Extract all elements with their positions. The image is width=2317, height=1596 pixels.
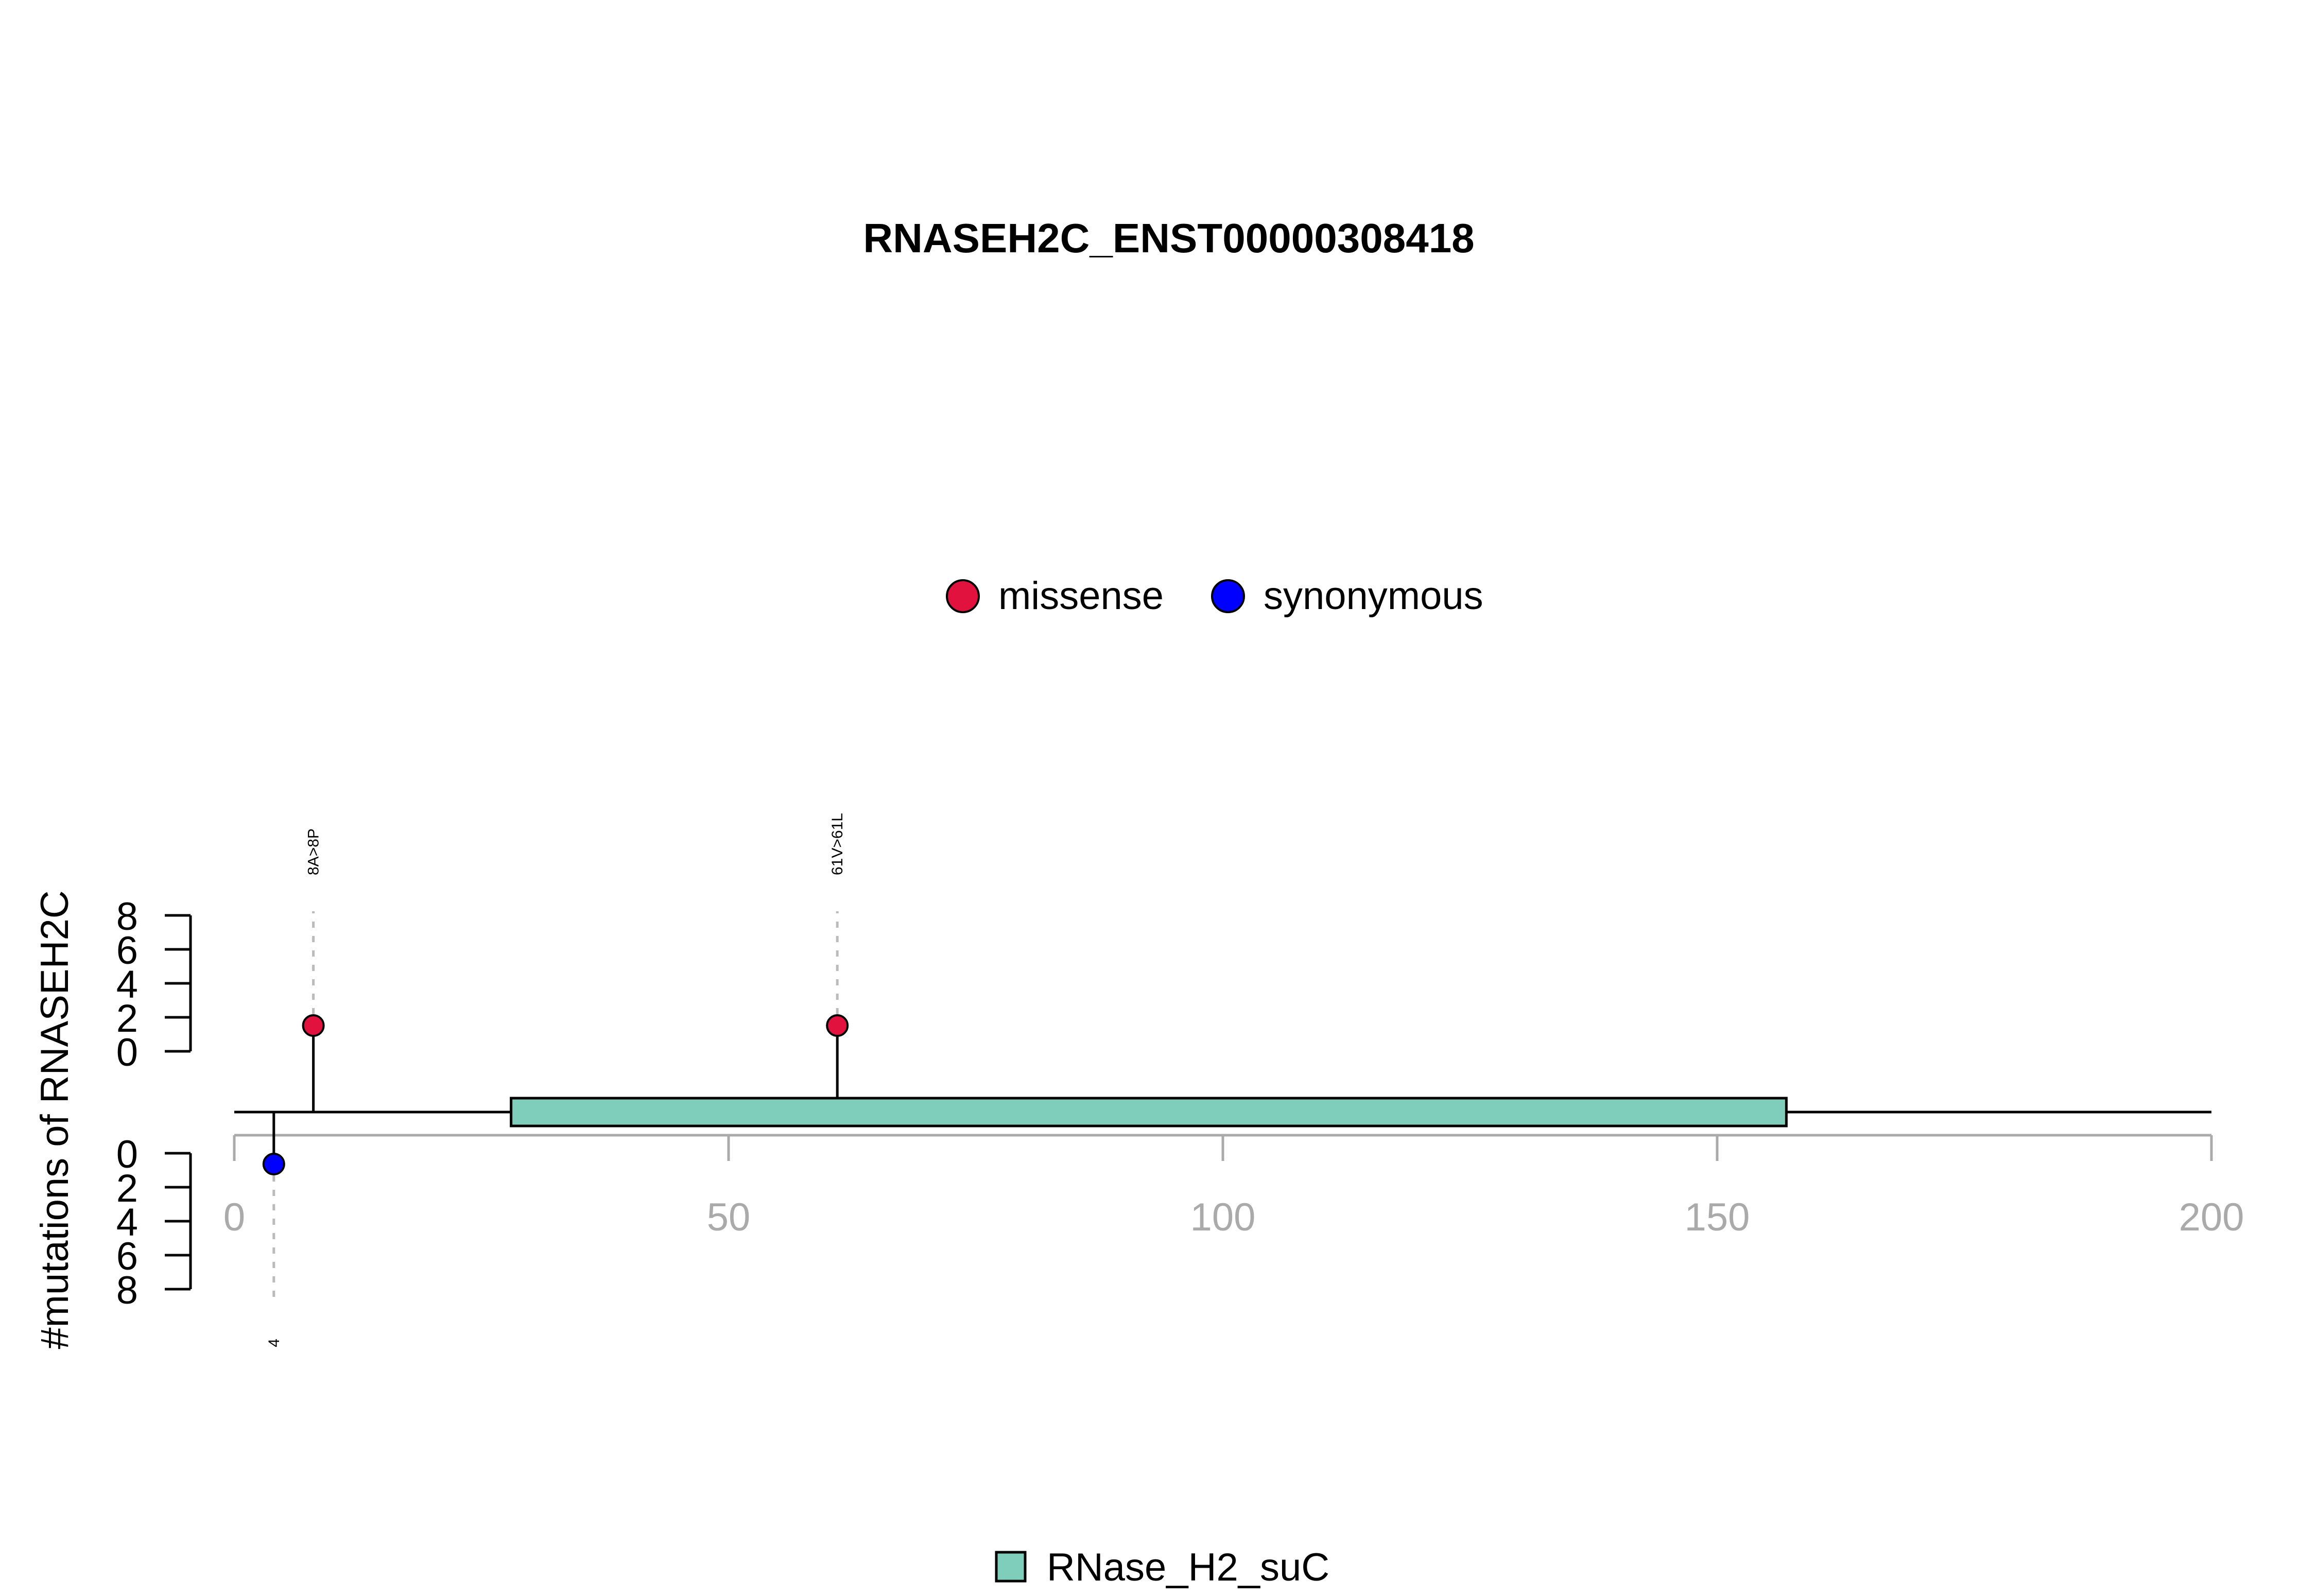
mutation-type-legend: missense synonymous (946, 574, 1483, 618)
mutation-point-8A>8P (302, 1014, 325, 1037)
domain-legend-swatch-RNase_H2_suC (995, 1551, 1027, 1583)
mutation-label-4: 4 (266, 1339, 283, 1347)
domain-RNase_H2_suC (510, 1097, 1788, 1127)
x-tick-label-100: 100 (1190, 1195, 1256, 1239)
upper-y-tick-label-6: 6 (116, 929, 138, 973)
y-axis-label: #mutations of RNASEH2C (33, 890, 77, 1349)
lower-y-tick-label-6: 6 (116, 1235, 138, 1278)
x-tick-label-200: 200 (2179, 1195, 2244, 1239)
legend-item-synonymous: synonymous (1211, 574, 1483, 618)
lower-y-tick-label-8: 8 (116, 1269, 138, 1312)
legend-item-missense: missense (946, 574, 1164, 618)
mutation-points (262, 1014, 849, 1175)
mutation-label-8A>8P: 8A>8P (305, 828, 322, 875)
lower-y-tick-label-4: 4 (116, 1201, 138, 1244)
protein-domains (510, 1097, 1788, 1127)
upper-y-tick-label-0: 0 (116, 1031, 138, 1074)
lower-y-tick-label-2: 2 (116, 1167, 138, 1210)
mutation-point-61V>61L (826, 1014, 849, 1037)
mutation-label-61V>61L: 61V>61L (829, 813, 846, 875)
mutation-point-4 (262, 1153, 285, 1175)
x-tick-label-50: 50 (707, 1195, 751, 1239)
upper-y-tick-label-8: 8 (116, 895, 138, 939)
upper-y-tick-label-2: 2 (116, 997, 138, 1040)
mutation-labels: 8A>8P 61V>61L 4 (266, 813, 846, 1347)
lower-y-tick-label-0: 0 (116, 1133, 138, 1176)
domain-legend-label-RNase_H2_suC: RNase_H2_suC (1047, 1546, 1329, 1589)
legend-marker-synonymous (1211, 579, 1245, 613)
domain-legend-item-RNase_H2_suC: RNase_H2_suC (995, 1546, 1329, 1589)
legend-label-missense: missense (998, 574, 1164, 618)
x-tick-label-0: 0 (223, 1195, 245, 1239)
x-axis: 0 50 100 150 200 (223, 1134, 2244, 1239)
legend-label-synonymous: synonymous (1264, 574, 1483, 618)
domain-legend: RNase_H2_suC (995, 1546, 1329, 1589)
legend-marker-missense (946, 579, 980, 613)
x-tick-label-150: 150 (1685, 1195, 1750, 1239)
chart-title: RNASEH2C_ENST00000308418 (863, 215, 1474, 261)
upper-y-tick-label-4: 4 (116, 963, 138, 1007)
